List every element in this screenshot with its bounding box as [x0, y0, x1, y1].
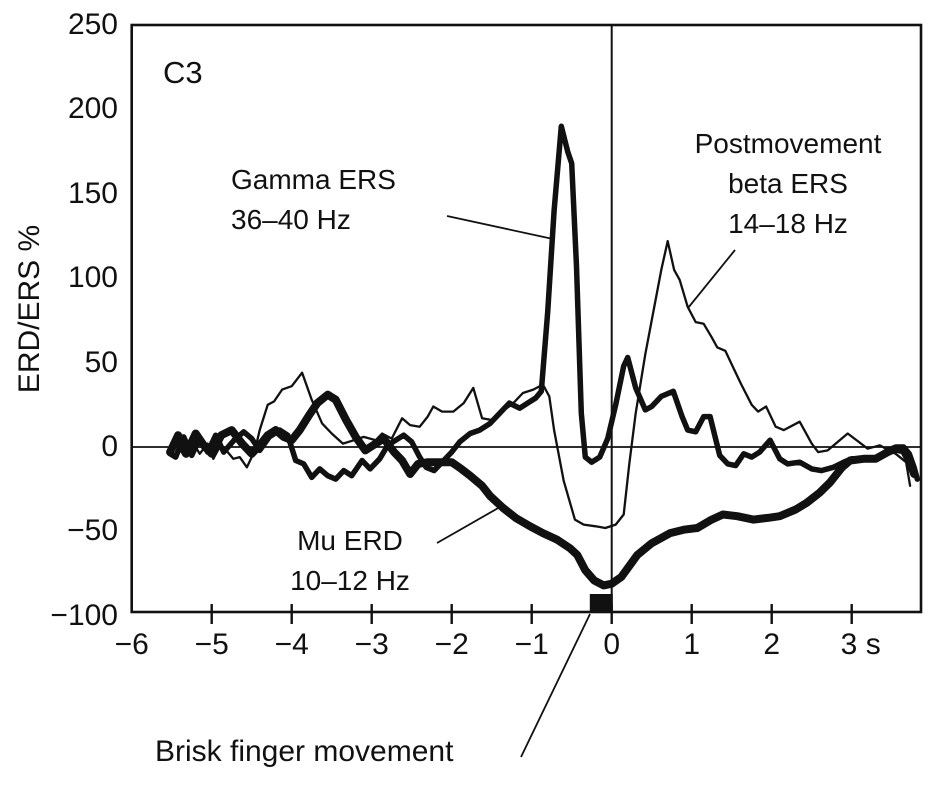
x-tick-label: −6: [114, 628, 149, 661]
y-tick-label: 200: [67, 92, 118, 126]
series-line-0: [167, 123, 921, 482]
annotation-mu-erd: Mu ERD 10–12 Hz: [290, 525, 410, 596]
series-line-1: [168, 239, 912, 530]
plot-border: [130, 23, 923, 614]
annotation-gamma-ers: Gamma ERS 36–40 Hz: [231, 164, 396, 235]
leader-movement: [520, 613, 591, 758]
x-tick-label: 0: [603, 628, 621, 661]
x-tick-label: 1: [683, 628, 701, 661]
leader-mu: [436, 506, 501, 544]
leader-beta: [687, 249, 736, 309]
y-tick-label: 100: [67, 261, 118, 295]
x-tick-label: 2: [763, 628, 781, 661]
annotation-brisk-finger-movement: Brisk finger movement: [155, 735, 454, 768]
x-tick-label: −1: [514, 628, 549, 661]
leader-gamma: [446, 215, 554, 240]
series-line-2: [166, 390, 919, 590]
movement-marker-square: [589, 594, 613, 611]
x-tick-label: −2: [434, 628, 469, 661]
x-tick-label: 3 s: [840, 628, 881, 661]
y-tick-label: −50: [67, 514, 118, 548]
y-tick-label: −100: [50, 598, 118, 632]
electrode-label: C3: [163, 55, 203, 90]
y-tick-label: 0: [101, 430, 118, 463]
y-tick-label: 150: [67, 176, 118, 210]
x-tick-label: −4: [274, 628, 309, 661]
x-tick-label: −5: [194, 628, 229, 661]
y-tick-label: 50: [84, 345, 118, 379]
annotation-postmovement-beta-ers: Postmovement beta ERS 14–18 Hz: [694, 128, 882, 239]
x-tick-label: −3: [354, 628, 389, 661]
y-tick-label: 250: [67, 8, 118, 41]
